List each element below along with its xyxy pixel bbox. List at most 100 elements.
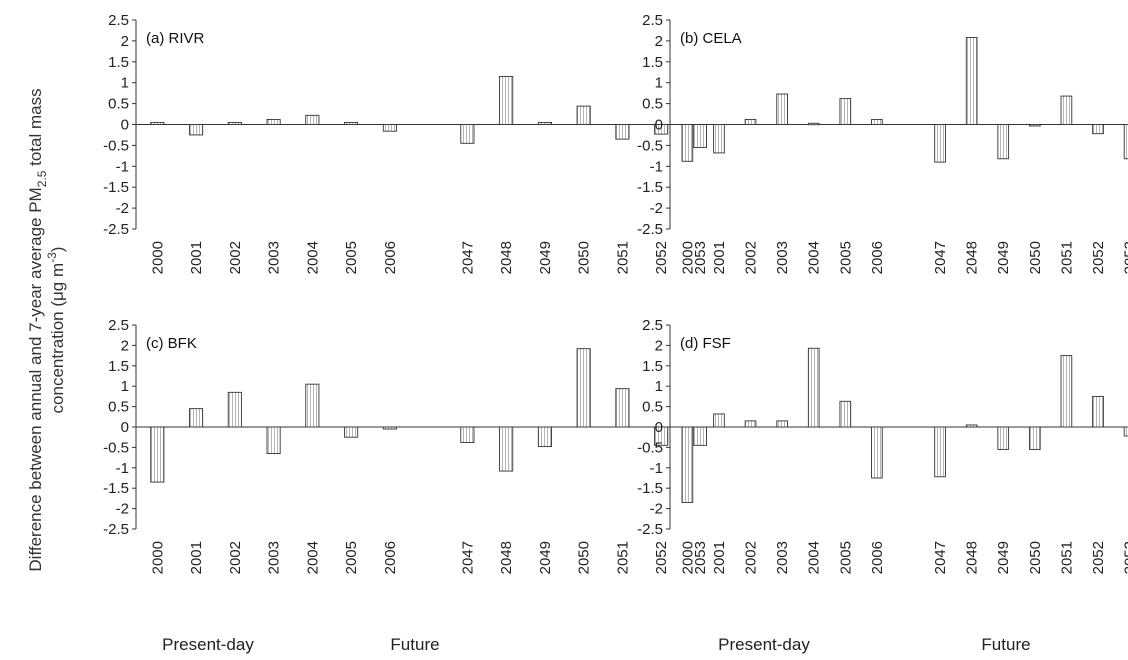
y-tick-label: -1.5	[637, 480, 663, 497]
bar-2053	[692, 426, 707, 446]
bar-2052	[654, 124, 669, 135]
bar-2052	[1092, 395, 1104, 428]
y-tick-label: 2	[655, 337, 663, 354]
bar-2051	[1060, 355, 1073, 428]
x-tick-label: 2002	[227, 241, 244, 274]
x-tick-label: 2005	[837, 241, 854, 274]
x-tick-label: 2002	[743, 241, 760, 274]
y-tick-label: -0.5	[637, 137, 663, 154]
y-tick-label: 2	[655, 33, 663, 50]
x-tick-label: 2048	[498, 541, 515, 574]
y-tick-label: 1.5	[108, 358, 129, 375]
bar-2000	[681, 426, 694, 503]
bar-2001	[713, 413, 725, 428]
x-tick-label: 2049	[995, 541, 1012, 574]
chart-panel-1: 2.5 2 1.5 1 0.5 0 -0.5 -1 -1.5 -2 -2.5 (a) RIVR 2000…	[103, 12, 709, 274]
bar-2053	[692, 124, 707, 148]
x-tick-label: 2004	[304, 541, 321, 574]
x-tick-label: 2052	[1090, 541, 1107, 574]
bar-2053	[1123, 426, 1128, 437]
x-tick-label: 2000	[679, 541, 696, 574]
bar-2001	[189, 124, 204, 136]
panel-title: (c) BFK	[146, 335, 197, 352]
y-tick-label: -2	[116, 200, 129, 217]
bar-2005	[344, 121, 359, 125]
bar-2049	[537, 121, 552, 125]
x-tick-label: 2001	[188, 541, 205, 574]
y-tick-label: -1	[116, 460, 129, 477]
x-tick-label: 2005	[343, 241, 360, 274]
bar-2052	[654, 426, 669, 446]
x-tick-label: 2003	[266, 541, 283, 574]
panel-title: (d) FSF	[680, 335, 731, 352]
x-tick-label: 2050	[1027, 241, 1044, 274]
bar-2006	[871, 119, 883, 125]
y-tick-label: 0	[655, 117, 663, 134]
y-tick-label: 1.5	[642, 54, 663, 71]
bar-2004	[807, 122, 820, 126]
x-tick-label: 2048	[498, 241, 515, 274]
y-tick-label: -1	[650, 158, 663, 175]
y-tick-label: 2.5	[642, 317, 663, 334]
x-tick-label: 2053	[692, 541, 709, 574]
bar-2003	[266, 119, 281, 125]
x-tick-label: 2051	[614, 541, 631, 574]
bar-2004	[305, 114, 320, 125]
y-tick-label: -1	[650, 460, 663, 477]
bar-2004	[305, 383, 320, 428]
x-tick-label: 2005	[837, 541, 854, 574]
x-tick-label: 2006	[382, 541, 399, 574]
bar-2001	[189, 408, 204, 428]
group-label-present-day-left: Present-day	[162, 635, 254, 654]
bar-2049	[537, 426, 552, 448]
x-tick-label: 2053	[1122, 541, 1128, 574]
y-tick-label: -2	[116, 501, 129, 518]
bar-2051	[615, 388, 630, 428]
x-tick-label: 2002	[227, 541, 244, 574]
x-tick-label: 2051	[614, 241, 631, 274]
y-tick-label: -2.5	[637, 521, 663, 538]
x-tick-label: 2049	[537, 541, 554, 574]
x-tick-label: 2005	[343, 541, 360, 574]
x-tick-label: 2047	[459, 541, 476, 574]
y-tick-label: -1.5	[103, 480, 129, 497]
bar-2003	[266, 426, 281, 454]
x-tick-label: 2002	[743, 541, 760, 574]
x-tick-label: 2051	[1058, 241, 1075, 274]
x-tick-label: 2004	[304, 241, 321, 274]
x-tick-label: 2050	[576, 541, 593, 574]
bar-2000	[681, 124, 694, 162]
y-tick-label: 0	[121, 117, 129, 134]
bar-2048	[499, 426, 514, 472]
bar-2002	[227, 391, 242, 428]
y-tick-label: -2.5	[637, 221, 663, 238]
y-tick-label: 1	[121, 378, 129, 395]
x-tick-label: 2053	[692, 241, 709, 274]
x-tick-label: 2004	[806, 241, 823, 274]
x-tick-label: 2049	[537, 241, 554, 274]
bar-2051	[1060, 95, 1073, 125]
x-tick-label: 2052	[653, 541, 670, 574]
y-tick-label: -0.5	[637, 439, 663, 456]
y-tick-label: 1	[655, 75, 663, 92]
y-tick-label: 1.5	[108, 54, 129, 71]
x-tick-label: 2047	[932, 541, 949, 574]
bar-2006	[382, 124, 397, 132]
bar-2047	[460, 124, 475, 144]
bar-2001	[713, 124, 725, 154]
chart-panels: 2.5 2 1.5 1 0.5 0 -0.5 -1 -1.5 -2 -2.5 (a) RIVR 2000…	[103, 12, 1128, 574]
x-tick-label: 2000	[149, 541, 166, 574]
y-tick-label: -1.5	[103, 179, 129, 196]
x-tick-label: 2003	[774, 541, 791, 574]
panel-title: (a) RIVR	[146, 30, 205, 47]
x-tick-label: 2001	[711, 541, 728, 574]
y-tick-label: 2.5	[108, 317, 129, 334]
x-tick-label: 2001	[188, 241, 205, 274]
x-tick-label: 2047	[932, 241, 949, 274]
x-tick-label: 2050	[576, 241, 593, 274]
y-tick-label: 0.5	[642, 399, 663, 416]
y-tick-label: 0.5	[108, 96, 129, 113]
